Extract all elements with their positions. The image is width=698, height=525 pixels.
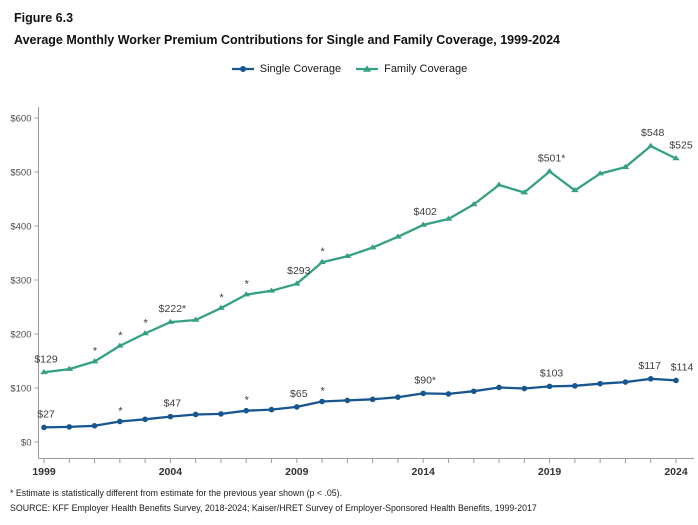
y-axis-tick-label: $500 [10, 168, 31, 179]
data-point-label: $293 [287, 265, 311, 277]
series-family-coverage: * * * * * * [40, 142, 680, 375]
series-single-coverage: * * * [41, 376, 679, 431]
significance-asterisk: * [245, 279, 250, 291]
significance-asterisk: * [118, 330, 123, 342]
y-axis-tick-label: $300 [10, 276, 31, 287]
y-axis-tick-label: $200 [10, 330, 31, 341]
data-point-label: $548 [641, 127, 665, 139]
data-labels: $129 $27 $222* $47 $293 $65 $402 $90* $501* $103 $… [34, 127, 693, 420]
x-axis-year-label: 2024 [664, 466, 688, 478]
significance-asterisk: * [143, 317, 148, 329]
legend-label-family-coverage: Family Coverage [384, 63, 468, 75]
data-point-label: $222* [159, 303, 186, 315]
axes: $0 $100 $200 $300 $400 $500 $600 1999 2004 2009 20… [10, 107, 694, 478]
y-axis-tick-label: $400 [10, 222, 31, 233]
data-point-label: $525 [669, 140, 693, 152]
x-axis-year-label: 2004 [159, 466, 183, 478]
data-point-label: $27 [37, 408, 55, 420]
significance-asterisk: * [219, 292, 224, 304]
legend-item-family-coverage: Family Coverage [355, 63, 467, 75]
x-axis-year-label: 1999 [32, 466, 56, 478]
x-axis-year-label: 2019 [538, 466, 562, 478]
y-axis-tick-label: $0 [21, 438, 32, 449]
figure-label: Figure 6.3 [14, 11, 74, 25]
data-point-label: $90* [414, 374, 436, 386]
x-axis-year-label: 2009 [285, 466, 309, 478]
footnote-source: SOURCE: KFF Employer Health Benefits Sur… [10, 503, 537, 513]
legend-item-single-coverage: Single Coverage [231, 63, 341, 75]
family-coverage-marker-icon [356, 65, 379, 72]
significance-asterisk: * [118, 405, 123, 417]
data-point-label: $402 [414, 206, 438, 218]
significance-asterisk: * [320, 386, 325, 398]
data-point-label: $501* [538, 152, 565, 164]
single-coverage-marker-icon [231, 66, 254, 72]
figure-title: Average Monthly Worker Premium Contribut… [14, 33, 560, 47]
data-point-label: $129 [34, 353, 58, 365]
legend-label-single-coverage: Single Coverage [259, 63, 342, 75]
data-point-label: $103 [540, 367, 564, 379]
y-axis-tick-label: $100 [10, 384, 31, 395]
data-point-label: $114 [671, 361, 694, 373]
data-point-label: $65 [290, 388, 308, 400]
significance-asterisk: * [245, 395, 250, 407]
data-point-label: $47 [164, 398, 182, 410]
chart-legend: Single Coverage Family Coverage [0, 63, 698, 75]
significance-asterisk: * [93, 346, 98, 358]
footnote-significance: * Estimate is statistically different fr… [10, 488, 343, 498]
data-point-label: $117 [638, 360, 661, 372]
x-axis-year-label: 2014 [412, 466, 436, 478]
y-axis-tick-label: $600 [10, 114, 31, 125]
significance-asterisk: * [320, 246, 325, 258]
